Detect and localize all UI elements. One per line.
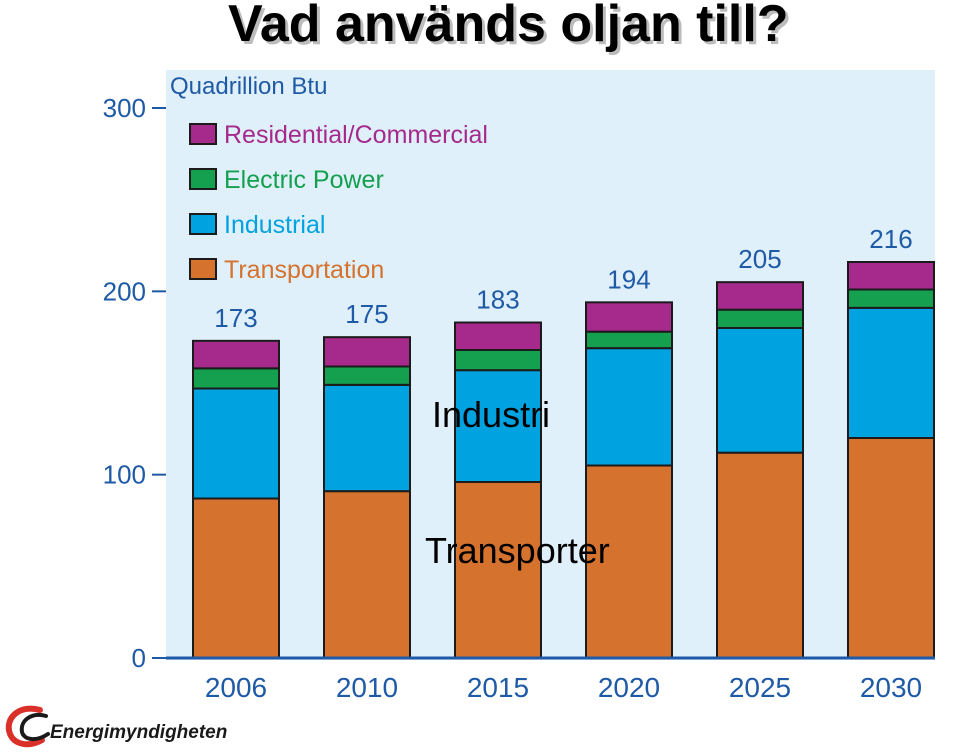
bar-total-label: 173	[214, 303, 257, 333]
bar-segment-industrial	[716, 327, 804, 454]
x-tick-label: 2015	[467, 672, 529, 700]
bar-segment-electric-power	[192, 367, 280, 390]
y-tick-label: 200	[103, 276, 146, 306]
bar-segment-electric-power	[323, 365, 411, 386]
bar-total-label: 183	[476, 285, 519, 315]
legend-label: Industrial	[224, 211, 325, 239]
bar-segment-residential-commercial	[716, 281, 804, 311]
legend-swatch	[189, 258, 217, 280]
overlay-label-transporter: Transporter	[425, 530, 610, 571]
legend-label: Residential/Commercial	[224, 121, 488, 149]
bar-segment-transportation	[716, 451, 804, 659]
legend-swatch	[189, 213, 217, 235]
energimyndigheten-logo: Energimyndigheten	[2, 700, 242, 752]
logo-wordmark: Energimyndigheten	[50, 722, 228, 743]
bar-segment-transportation	[192, 497, 280, 659]
legend-swatch	[189, 168, 217, 190]
logo-swoosh-icon	[5, 705, 50, 748]
x-tick-label: 2020	[598, 672, 660, 700]
bar-segment-residential-commercial	[847, 261, 935, 291]
x-tick-label: 2010	[336, 672, 398, 700]
y-tick-label: 300	[103, 93, 146, 123]
legend-swatch	[189, 123, 217, 145]
bar-segment-electric-power	[585, 330, 673, 350]
bar-segment-electric-power	[847, 288, 935, 309]
bar-segment-residential-commercial	[585, 301, 673, 333]
bar-segment-residential-commercial	[323, 336, 411, 368]
x-tick-label: 2030	[860, 672, 922, 700]
bar-segment-electric-power	[454, 349, 542, 372]
bar-total-label: 194	[607, 264, 650, 294]
stacked-bar-chart: 0 100 200 300 173 175 183 194 205 216 2006 2010 20…	[103, 70, 935, 700]
bar-segment-residential-commercial	[192, 339, 280, 370]
bar-segment-industrial	[454, 369, 542, 483]
overlay-label-industri: Industri	[432, 394, 551, 435]
y-axis-unit-label: Quadrillion Btu	[170, 73, 327, 100]
y-tick-label: 100	[103, 460, 146, 490]
bar-segment-transportation	[847, 437, 935, 659]
bar-segment-transportation	[323, 490, 411, 659]
bar-segment-electric-power	[716, 308, 804, 329]
bar-segment-industrial	[847, 306, 935, 440]
plot-background	[166, 70, 935, 660]
bar-total-label: 175	[345, 299, 388, 329]
bar-segment-industrial	[585, 347, 673, 467]
x-tick-label: 2006	[205, 672, 267, 700]
legend-label: Electric Power	[224, 166, 384, 194]
y-tick-label: 0	[132, 643, 146, 673]
legend-label: Transportation	[224, 256, 384, 284]
bar-segment-industrial	[323, 383, 411, 493]
bar-total-label: 205	[738, 244, 781, 274]
bar-total-label: 216	[869, 224, 912, 254]
bar-segment-residential-commercial	[454, 321, 542, 351]
slide-title: Vad används oljan till?	[228, 0, 789, 53]
x-tick-label: 2025	[729, 672, 791, 700]
bar-segment-industrial	[192, 387, 280, 500]
